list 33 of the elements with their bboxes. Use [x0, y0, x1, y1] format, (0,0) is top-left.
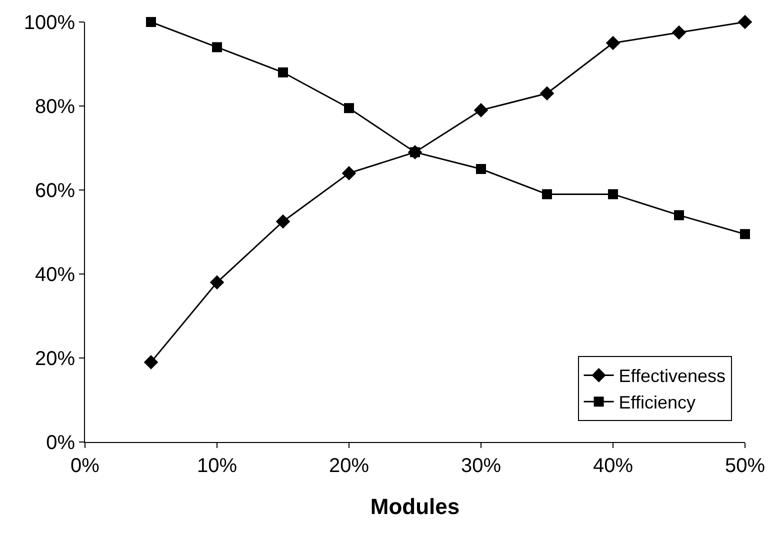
point: [276, 214, 290, 229]
y-tick-label: 20%: [34, 348, 76, 370]
x-tick-label: 10%: [196, 455, 238, 477]
point: [474, 103, 488, 118]
point: [210, 275, 224, 290]
x-axis-title: Modules: [370, 494, 460, 519]
legend-label: Efficiency: [618, 392, 696, 413]
point: [740, 229, 750, 240]
point: [606, 36, 620, 50]
point: [540, 86, 554, 101]
y-tick-label: 60%: [34, 180, 76, 202]
y-tick-label: 0%: [46, 432, 76, 454]
point: [344, 103, 354, 114]
point: [278, 67, 288, 78]
point: [146, 17, 156, 27]
x-tick-label: 40%: [592, 455, 634, 477]
point: [542, 189, 552, 200]
x-tick-label: 50%: [724, 455, 766, 477]
point: [672, 25, 686, 40]
point: [342, 166, 356, 180]
y-tick-label: 40%: [34, 264, 76, 286]
x-tick-label: 0%: [70, 455, 100, 477]
x-tick-label: 30%: [460, 455, 502, 477]
point: [608, 189, 618, 200]
y-tick-label: 80%: [34, 96, 76, 118]
x-tick-label: 20%: [328, 455, 370, 477]
point: [476, 164, 486, 174]
point: [738, 14, 752, 30]
point: [144, 355, 158, 370]
legend-label: Effectiveness: [618, 366, 726, 386]
point: [212, 42, 222, 52]
point: [674, 210, 684, 220]
y-tick-label: 100%: [24, 12, 76, 34]
